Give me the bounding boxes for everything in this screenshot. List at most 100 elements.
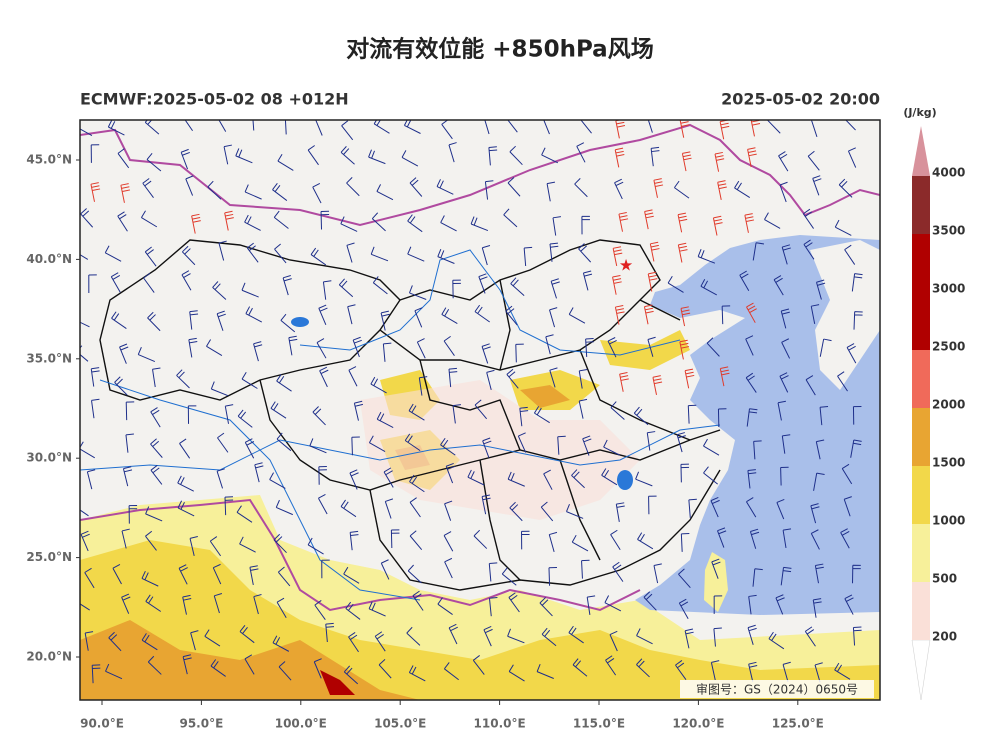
wind-barb: [272, 635, 290, 652]
wind-barb: [644, 209, 654, 230]
wind-barb: [380, 310, 390, 331]
national-border: [80, 123, 880, 227]
wind-barb: [368, 601, 386, 617]
colorbar-label: 2500: [932, 340, 965, 354]
wind-barb: [278, 661, 292, 681]
wind-barb: [246, 242, 259, 263]
wind-barb: [272, 183, 288, 201]
wind-barb: [747, 624, 757, 645]
wind-barb: [710, 660, 720, 681]
wind-barb: [440, 437, 456, 456]
wind-barb: [636, 658, 650, 678]
wind-barb: [846, 343, 857, 364]
wind-barb: [244, 654, 255, 675]
wind-barb: [384, 498, 394, 519]
wind-barb: [536, 664, 554, 679]
wind-barb: [407, 246, 425, 262]
wind-barb: [187, 405, 197, 424]
wind-barb: [578, 398, 588, 419]
wind-barb: [653, 563, 662, 584]
wind-barb: [309, 438, 327, 454]
wind-barb: [224, 210, 234, 231]
wind-barb: [710, 496, 720, 518]
wind-barb: [507, 471, 525, 487]
wind-barb: [782, 661, 791, 682]
wind-barb: [467, 469, 485, 486]
wind-barb: [122, 466, 133, 487]
wind-barb: [576, 142, 586, 163]
wind-barb: [677, 212, 688, 233]
wind-barb: [452, 404, 461, 424]
wind-barb: [273, 533, 287, 554]
wind-barb: [273, 210, 289, 229]
wind-barb: [108, 631, 122, 652]
wind-barb: [552, 216, 561, 236]
wind-barb: [637, 532, 654, 550]
wind-barb: [503, 208, 518, 228]
wind-barb: [80, 530, 90, 552]
wind-barb: [508, 664, 525, 682]
wind-barb: [280, 313, 296, 333]
wind-barb: [408, 403, 425, 421]
wind-barb: [244, 184, 262, 200]
colorbar-label: 4000: [932, 166, 965, 180]
colorbar-label: 500: [932, 572, 957, 586]
wind-barb: [277, 566, 291, 587]
wind-barb: [481, 343, 491, 364]
wind-barb: [372, 276, 388, 295]
wind-barb: [834, 219, 852, 236]
wind-barb: [550, 278, 560, 299]
wind-barb: [182, 654, 192, 675]
wind-barb: [111, 311, 127, 329]
wind-barb: [768, 631, 785, 650]
wind-barb: [351, 436, 360, 456]
wind-barb: [853, 311, 863, 330]
wind-barb: [443, 335, 455, 357]
wind-barb: [545, 334, 554, 355]
wind-barb: [674, 180, 690, 199]
wind-barb: [581, 215, 590, 235]
wind-barb: [697, 248, 716, 264]
wind-barb: [341, 120, 354, 141]
wind-barb: [104, 245, 122, 262]
wind-barb: [244, 438, 255, 459]
lake: [291, 317, 309, 327]
wind-barb: [275, 499, 293, 516]
wind-barb: [349, 530, 359, 551]
wind-barb: [212, 281, 227, 300]
wind-barb: [444, 557, 453, 579]
lon-label: 115.0°E: [573, 717, 625, 731]
wind-barb: [540, 501, 554, 522]
wind-barb: [318, 304, 328, 325]
wind-barb: [586, 595, 596, 615]
wind-barb: [508, 592, 520, 613]
wind-barb: [819, 338, 832, 357]
wind-barb: [845, 120, 856, 131]
wind-barbs: [80, 120, 863, 685]
wind-barb: [568, 625, 584, 644]
wind-barb: [80, 603, 90, 611]
wind-barb: [352, 336, 362, 358]
wind-barb: [852, 405, 862, 425]
wind-barb: [237, 409, 253, 428]
wind-barb: [318, 466, 327, 485]
wind-barb: [646, 431, 656, 451]
wind-barb: [745, 335, 754, 356]
wind-barb: [407, 214, 423, 233]
wind-barb: [152, 367, 161, 388]
wind-barb: [711, 558, 721, 579]
wind-barb: [780, 566, 792, 586]
wind-barb: [249, 565, 259, 586]
wind-barb: [390, 529, 400, 549]
wind-barb: [688, 498, 697, 518]
wind-barb: [254, 462, 264, 483]
wind-barb: [603, 439, 620, 456]
wind-barb: [840, 528, 850, 549]
wind-barb: [206, 339, 223, 356]
wind-barb: [481, 494, 491, 515]
wind-barb: [349, 469, 359, 490]
wind-barb: [276, 374, 292, 392]
wind-barb: [574, 178, 588, 198]
wind-barb: [614, 304, 625, 325]
